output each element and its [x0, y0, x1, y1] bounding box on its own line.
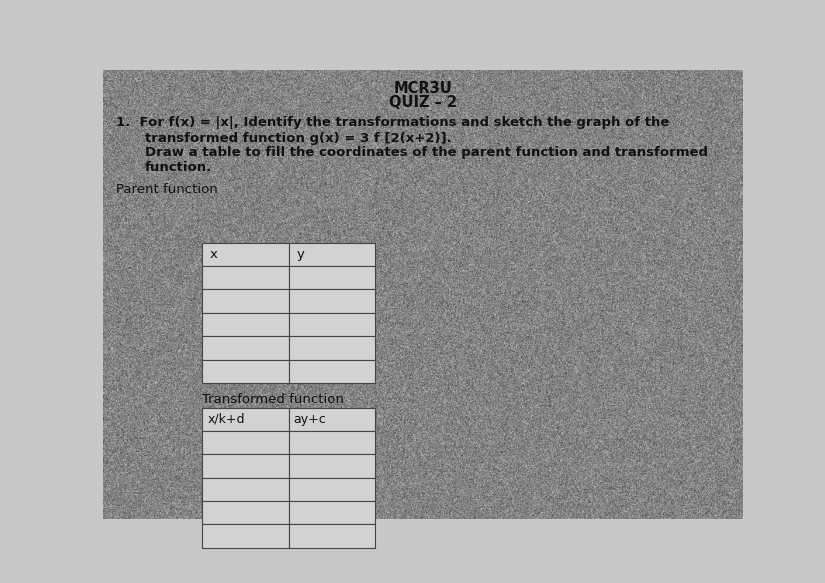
Text: function.: function.: [144, 161, 212, 174]
Bar: [202, 336, 289, 360]
Bar: [289, 454, 375, 477]
Bar: [202, 313, 289, 336]
Bar: [289, 524, 375, 547]
Text: transformed function g(x) = 3 f [2(x+2)].: transformed function g(x) = 3 f [2(x+2)]…: [144, 132, 451, 145]
Text: ay+c: ay+c: [294, 413, 327, 426]
Bar: [289, 243, 375, 266]
Bar: [289, 266, 375, 290]
Bar: [202, 360, 289, 383]
Bar: [289, 431, 375, 454]
Bar: [289, 408, 375, 431]
Bar: [289, 313, 375, 336]
Bar: [202, 524, 289, 547]
Bar: [202, 501, 289, 524]
Bar: [289, 290, 375, 313]
Text: 1.  For f(x) = |x|, Identify the transformations and sketch the graph of the: 1. For f(x) = |x|, Identify the transfor…: [116, 116, 669, 129]
Text: y: y: [296, 248, 304, 261]
Bar: [289, 336, 375, 360]
Text: MCR3U: MCR3U: [394, 81, 452, 96]
Bar: [202, 454, 289, 477]
Bar: [289, 360, 375, 383]
Bar: [289, 477, 375, 501]
Text: x: x: [210, 248, 218, 261]
Bar: [202, 243, 289, 266]
Text: QUIZ – 2: QUIZ – 2: [389, 94, 457, 110]
Bar: [202, 408, 289, 431]
Bar: [202, 266, 289, 290]
Text: x/k+d: x/k+d: [207, 413, 245, 426]
Text: Transformed function: Transformed function: [202, 393, 344, 406]
Bar: [289, 501, 375, 524]
Text: Draw a table to fill the coordinates of the parent function and transformed: Draw a table to fill the coordinates of …: [144, 146, 708, 159]
Bar: [202, 290, 289, 313]
Bar: [202, 477, 289, 501]
Text: Parent function: Parent function: [116, 183, 218, 196]
Bar: [202, 431, 289, 454]
